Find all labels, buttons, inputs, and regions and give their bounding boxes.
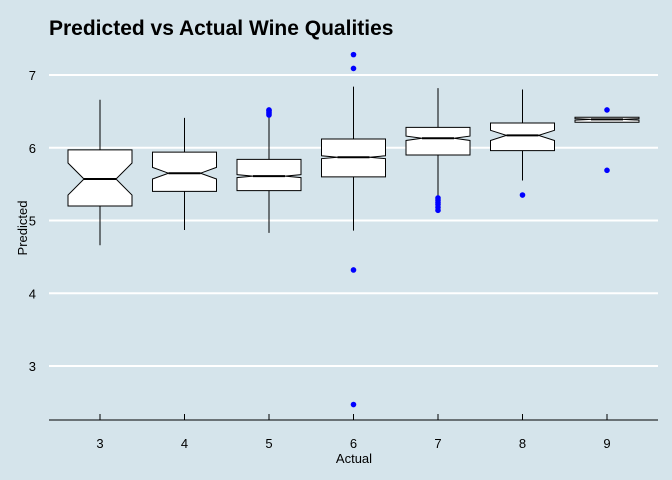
box-5 [236, 115, 302, 233]
box-body-7 [405, 126, 471, 156]
box-6 [321, 86, 386, 231]
outlier-6-0 [350, 51, 357, 58]
y-axis-label: Predicted [15, 201, 30, 256]
y-tick-label-5: 5 [29, 214, 36, 229]
box-8 [490, 89, 555, 181]
outlier-6-2 [350, 267, 357, 273]
box-7 [405, 88, 471, 197]
chart-title: Predicted vs Actual Wine Qualities [49, 17, 393, 40]
outlier-6-1 [350, 65, 357, 72]
box-body-4 [152, 151, 217, 192]
x-tick-label-8: 8 [519, 436, 526, 451]
outlier-points [266, 51, 610, 408]
y-tick-label-4: 4 [29, 286, 36, 301]
outlier-5-4 [266, 107, 272, 113]
outlier-9-0 [604, 107, 610, 113]
outlier-9-1 [604, 167, 610, 174]
x-tick-label-5: 5 [265, 436, 272, 451]
y-tick-label-7: 7 [29, 68, 36, 83]
x-axis [49, 414, 658, 421]
x-tick-labels: 3 4 5 6 7 8 9 [96, 436, 610, 451]
box-body-3 [67, 149, 133, 207]
outlier-6-3 [350, 401, 357, 408]
y-tick-label-6: 6 [29, 141, 36, 156]
box-body-5 [236, 158, 302, 192]
x-tick-label-9: 9 [603, 436, 610, 451]
y-tick-labels: 3 4 5 6 7 [29, 68, 36, 374]
outlier-7-5 [435, 207, 441, 214]
box-4 [152, 117, 217, 230]
outlier-8-0 [519, 192, 526, 198]
box-body-8 [490, 122, 555, 152]
box-9 [574, 116, 640, 123]
box-3 [67, 99, 133, 246]
box-series [67, 86, 640, 246]
x-tick-label-7: 7 [434, 436, 441, 451]
x-tick-label-3: 3 [96, 436, 103, 451]
x-tick-label-4: 4 [181, 436, 188, 451]
x-axis-label: Actual [336, 451, 372, 466]
x-tick-label-6: 6 [350, 436, 357, 451]
y-tick-label-3: 3 [29, 359, 36, 374]
